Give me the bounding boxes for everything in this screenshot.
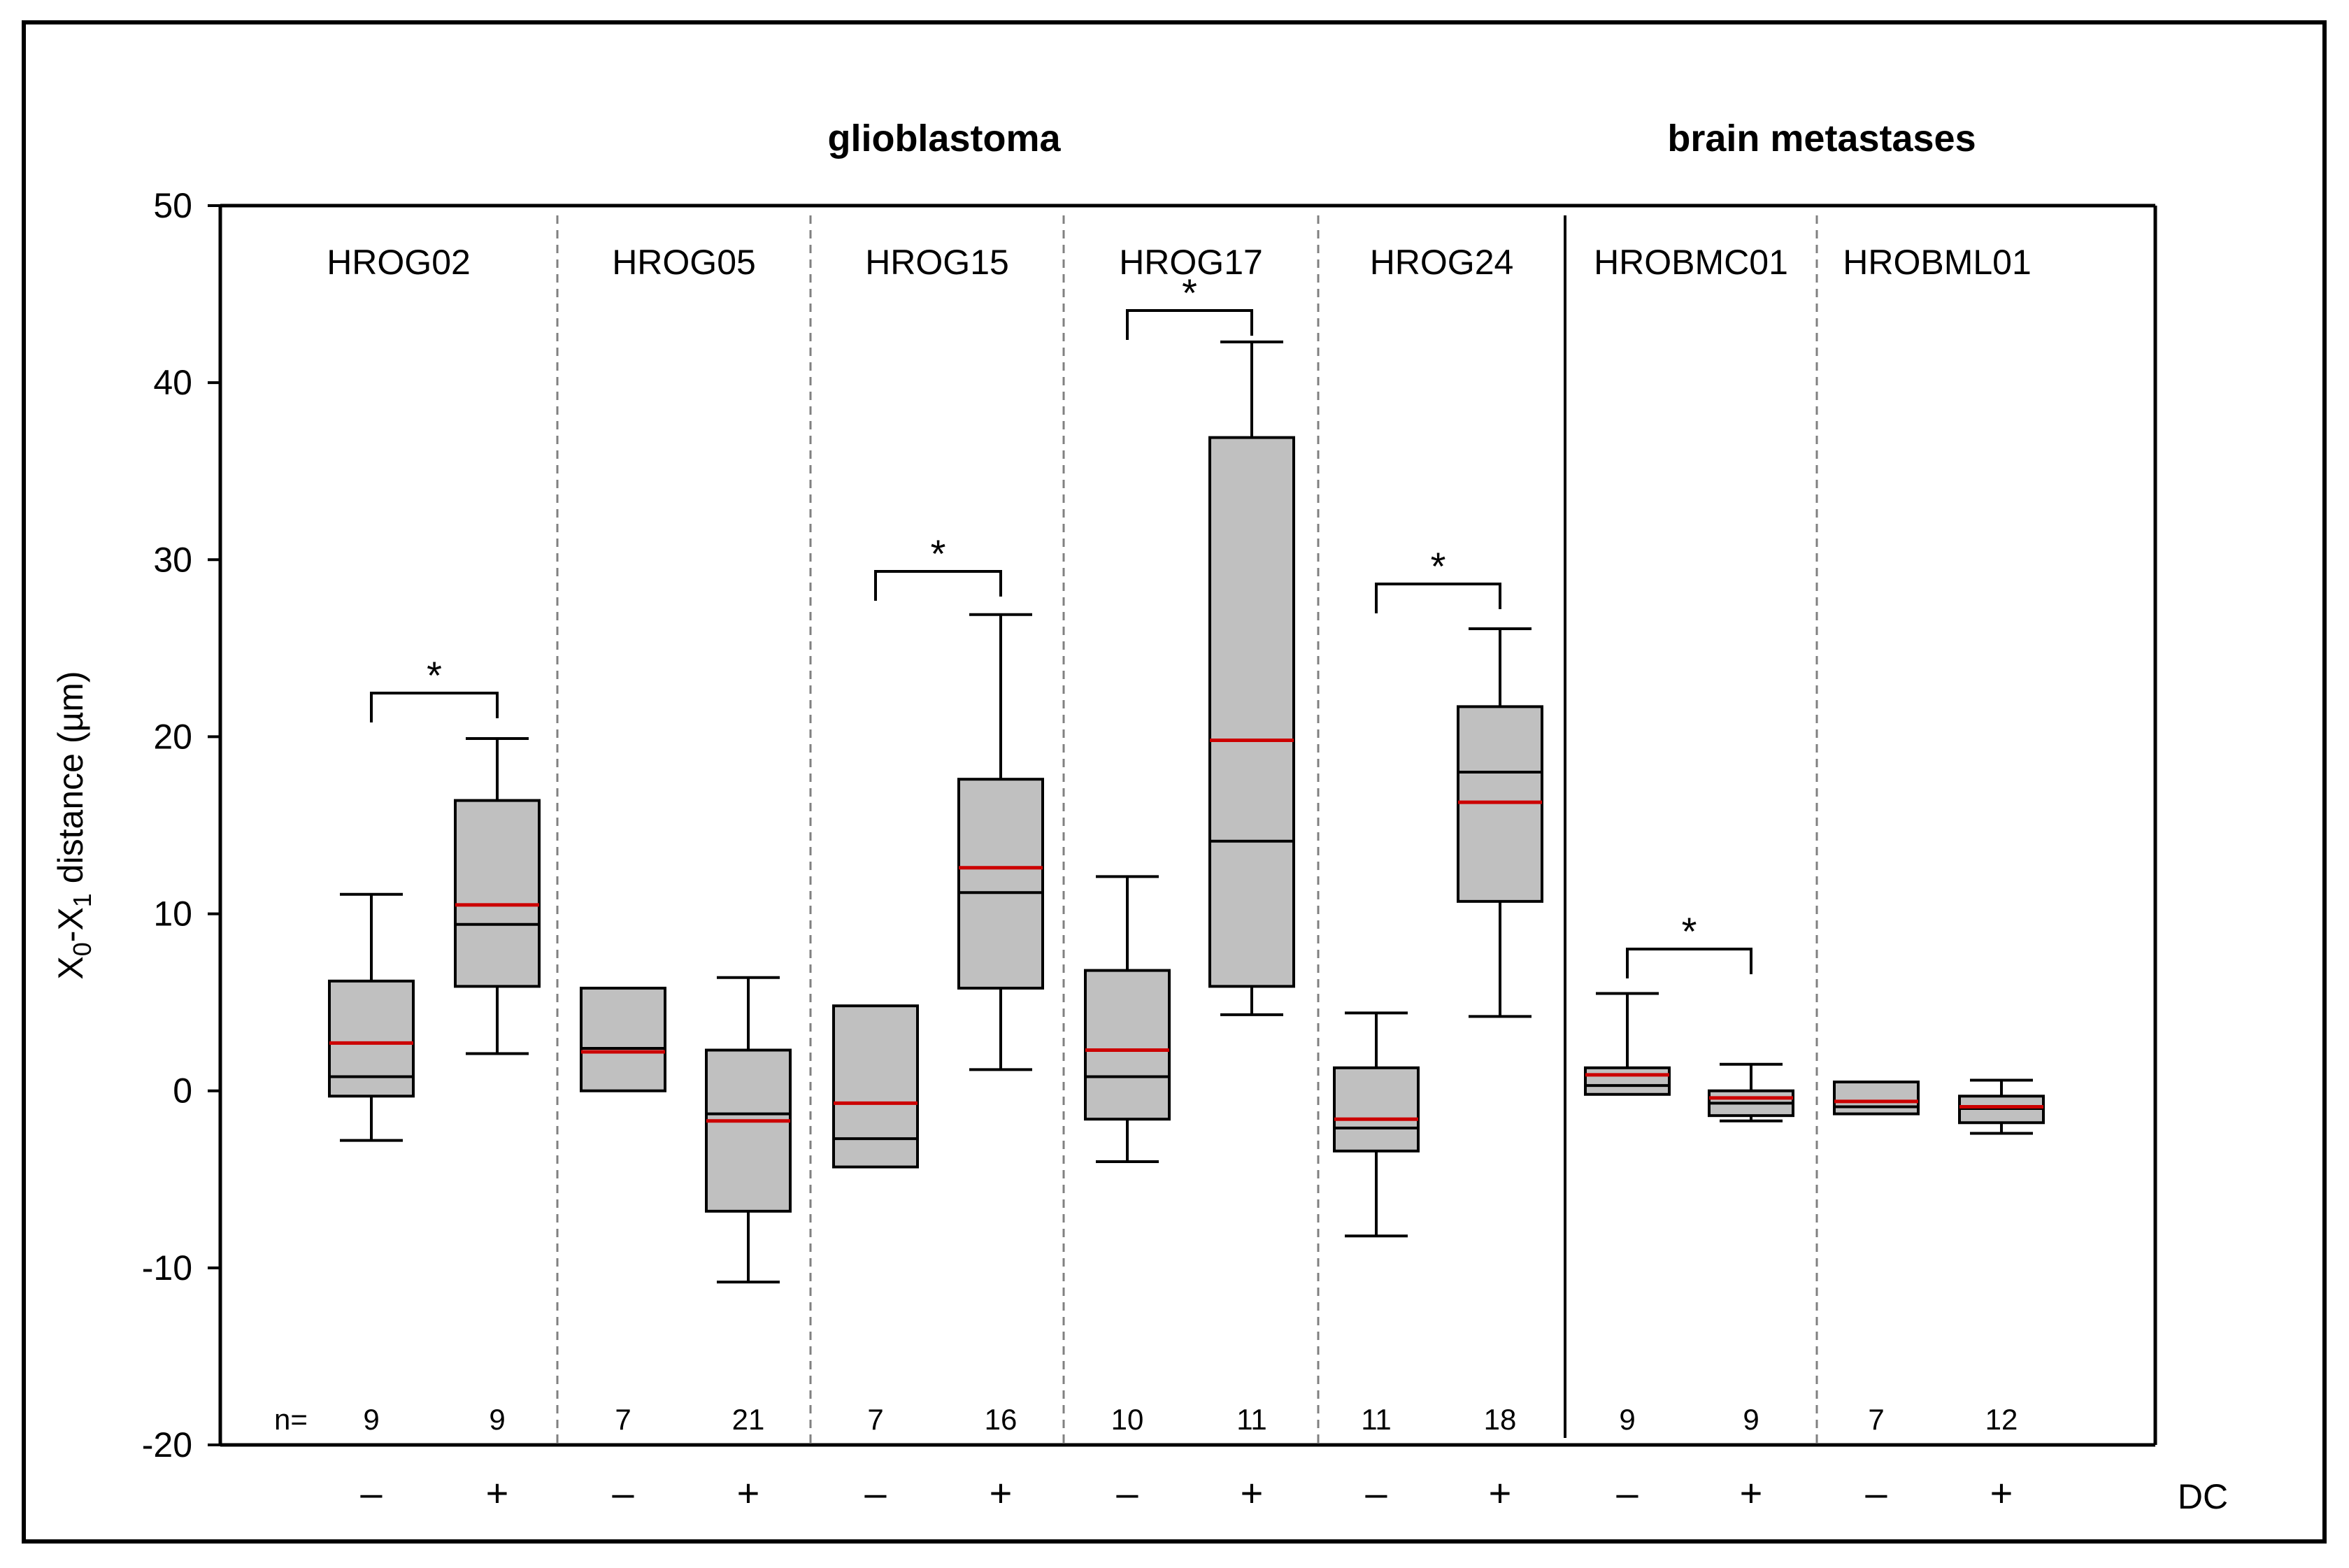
significance-bracket — [370, 692, 499, 722]
y-tick-label: -10 — [142, 1248, 192, 1288]
box — [1584, 1066, 1671, 1096]
dc-sign: – — [1865, 1471, 1887, 1515]
dc-sign: – — [864, 1471, 887, 1515]
cell-line-label: HROG17 — [1119, 243, 1263, 282]
y-axis-label: X0-X1 distance (µm) — [51, 671, 97, 979]
n-label: 7 — [867, 1403, 883, 1436]
significance-bracket — [1375, 583, 1501, 613]
n-label: 9 — [1619, 1403, 1635, 1436]
dc-sign: – — [1616, 1471, 1638, 1515]
significance-star: * — [931, 532, 946, 576]
n-prefix: n= — [274, 1403, 308, 1436]
dc-sign: – — [612, 1471, 634, 1515]
dc-label: DC — [2178, 1477, 2228, 1516]
cell-line-label: HROG24 — [1370, 243, 1514, 282]
box — [832, 1004, 919, 1169]
significance-star: * — [1182, 271, 1197, 315]
y-tick-label: -20 — [142, 1425, 192, 1464]
cell-line-label: HROBMC01 — [1594, 243, 1788, 282]
n-label: 11 — [1236, 1403, 1267, 1436]
n-label: 9 — [363, 1403, 379, 1436]
dc-sign: + — [990, 1471, 1013, 1515]
box — [1457, 705, 1543, 903]
dc-sign: + — [1489, 1471, 1512, 1515]
dc-sign: – — [1116, 1471, 1138, 1515]
box — [328, 979, 415, 1098]
y-axis-label-part: X — [51, 956, 90, 979]
n-label: 18 — [1484, 1403, 1517, 1436]
n-label: 7 — [1868, 1403, 1884, 1436]
y-axis-label-part: distance (µm) — [51, 671, 90, 893]
box — [1084, 969, 1171, 1121]
n-label: 9 — [1743, 1403, 1759, 1436]
box — [1833, 1081, 1920, 1116]
n-label: 7 — [615, 1403, 631, 1436]
n-label: 11 — [1361, 1403, 1392, 1436]
y-tick-label: 40 — [153, 363, 192, 402]
n-label: 16 — [985, 1403, 1018, 1436]
n-label: 9 — [489, 1403, 505, 1436]
significance-star: * — [1431, 544, 1446, 588]
significance-bracket — [1126, 309, 1253, 340]
box — [580, 986, 666, 1092]
box — [1333, 1066, 1420, 1153]
n-label: 21 — [732, 1403, 765, 1436]
n-label: 12 — [1985, 1403, 2018, 1436]
significance-star: * — [1682, 909, 1697, 953]
significance-bracket — [874, 570, 1002, 601]
significance-bracket — [1626, 948, 1752, 978]
y-axis-label-part: -X — [51, 907, 90, 942]
dc-sign: + — [1740, 1471, 1763, 1515]
box — [705, 1048, 792, 1213]
dc-sign: + — [486, 1471, 509, 1515]
y-axis-label-subscript: 0 — [68, 942, 97, 956]
cell-line-label: HROG05 — [612, 243, 756, 282]
group-title: brain metastases — [1667, 117, 1976, 159]
y-tick-label: 0 — [173, 1071, 192, 1111]
n-label: 10 — [1111, 1403, 1144, 1436]
cell-line-label: HROG02 — [327, 243, 471, 282]
dc-sign: – — [360, 1471, 383, 1515]
dc-sign: + — [737, 1471, 760, 1515]
box — [957, 778, 1044, 990]
dc-sign: + — [1241, 1471, 1264, 1515]
significance-star: * — [427, 653, 442, 697]
y-tick-label: 10 — [153, 895, 192, 934]
group-title: glioblastoma — [827, 117, 1061, 159]
cell-line-label: HROG15 — [865, 243, 1009, 282]
y-tick-label: 20 — [153, 717, 192, 756]
outer-frame — [22, 20, 2327, 1544]
y-tick-label: 50 — [153, 186, 192, 225]
y-axis-label-subscript: 1 — [68, 893, 97, 907]
dc-sign: + — [1990, 1471, 2013, 1515]
box — [454, 799, 541, 988]
y-tick-label: 30 — [153, 540, 192, 579]
cell-line-label: HROBML01 — [1843, 243, 2032, 282]
dc-sign: – — [1365, 1471, 1387, 1515]
box — [1208, 436, 1295, 988]
